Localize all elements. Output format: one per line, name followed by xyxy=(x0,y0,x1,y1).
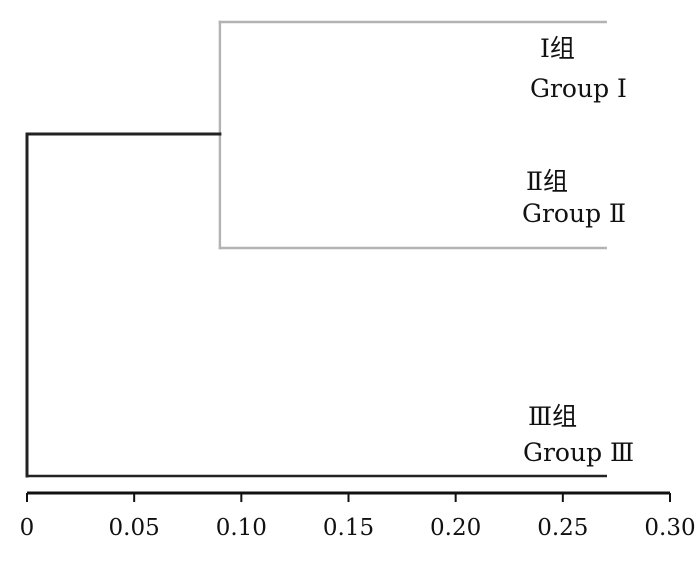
leaf-label-cn-3: Ⅲ组 xyxy=(528,402,577,431)
leaf-label-group-3: Ⅲ组 Group Ⅲ xyxy=(523,402,634,467)
x-axis: 0 0.05 0.10 0.15 0.20 0.25 0.30 xyxy=(20,491,696,541)
x-tick-label: 0.05 xyxy=(109,515,160,541)
leaf-label-cn-1: Ⅰ组 xyxy=(540,34,575,63)
x-tick-label: 0.10 xyxy=(216,515,267,541)
x-tick-label: 0.15 xyxy=(323,515,374,541)
x-tick-label: 0.30 xyxy=(644,515,695,541)
leaf-label-en-2: Group Ⅱ xyxy=(522,199,626,228)
leaf-label-en-1: Group Ⅰ xyxy=(530,74,627,103)
leaf-label-en-3: Group Ⅲ xyxy=(523,438,634,467)
x-tick-label: 0 xyxy=(20,515,35,541)
leaf-label-group-1: Ⅰ组 Group Ⅰ xyxy=(530,34,627,103)
dendrogram-links xyxy=(25,20,608,478)
x-tick-label: 0.20 xyxy=(430,515,481,541)
leaf-label-cn-2: Ⅱ组 xyxy=(526,167,568,196)
x-tick-label: 0.25 xyxy=(537,515,588,541)
leaf-label-group-2: Ⅱ组 Group Ⅱ xyxy=(522,167,626,228)
